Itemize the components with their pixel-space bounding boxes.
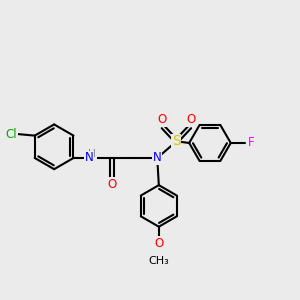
Text: N: N xyxy=(85,152,93,164)
Text: S: S xyxy=(172,134,181,148)
Text: O: O xyxy=(157,113,166,127)
Text: O: O xyxy=(154,236,164,250)
Text: F: F xyxy=(248,136,254,149)
Text: O: O xyxy=(107,178,116,191)
Text: O: O xyxy=(187,113,196,127)
Text: N: N xyxy=(153,152,162,164)
Text: CH₃: CH₃ xyxy=(148,256,169,266)
Text: Cl: Cl xyxy=(6,128,17,140)
Text: H: H xyxy=(88,149,96,159)
